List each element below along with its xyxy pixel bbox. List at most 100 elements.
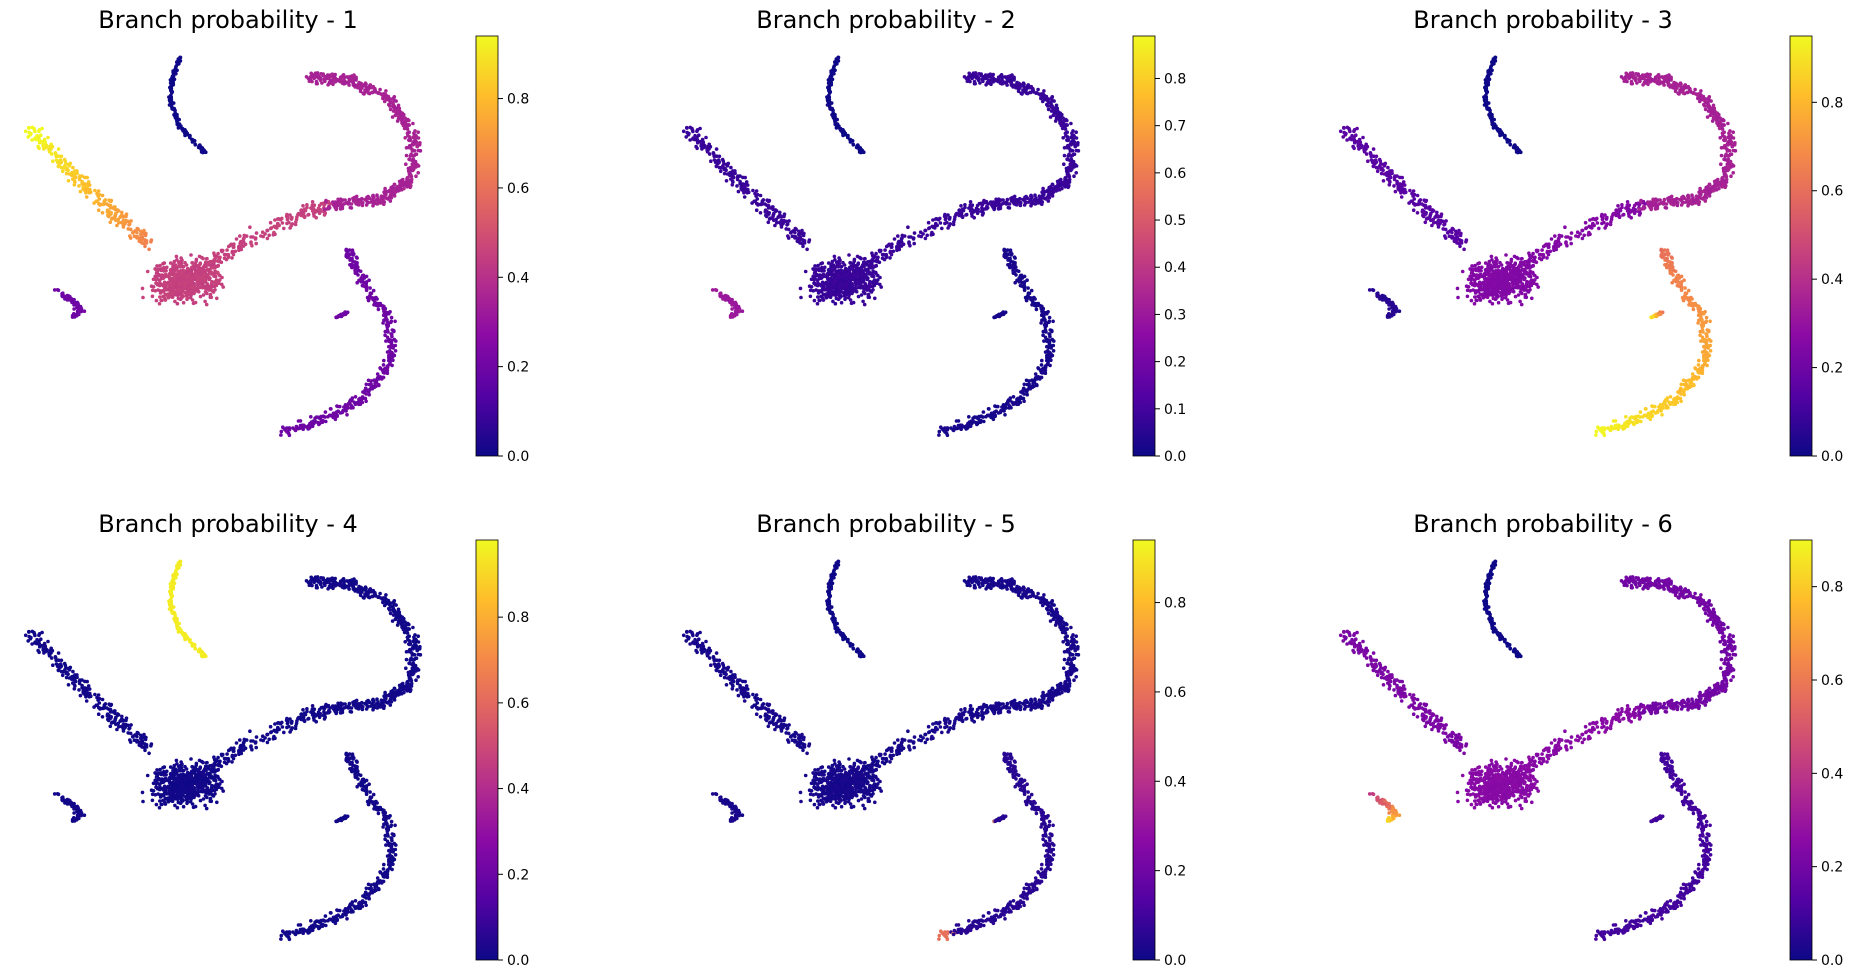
scatter-point (989, 82, 993, 87)
scatter-point (1010, 252, 1014, 256)
scatter-point (180, 258, 184, 263)
scatter-point (807, 240, 811, 244)
scatter-point (389, 338, 394, 343)
scatter-point (403, 136, 408, 140)
scatter-point (389, 320, 393, 325)
scatter-point (853, 287, 858, 292)
scatter-point (409, 183, 413, 188)
scatter-point (73, 180, 77, 184)
scatter-point (78, 189, 83, 194)
scatter-point (321, 202, 326, 206)
scatter-point (860, 273, 865, 277)
scatter-point (831, 115, 836, 120)
scatter-point (863, 256, 867, 261)
scatter-point (138, 232, 143, 237)
scatter-point (846, 290, 850, 295)
scatter-point (259, 234, 263, 238)
scatter-point (387, 353, 391, 358)
scatter-point (54, 152, 58, 157)
scatter-point (384, 316, 388, 320)
colorbar-tick-label: 0.7 (1164, 119, 1186, 135)
scatter-point (1071, 161, 1076, 166)
scatter-point (360, 395, 365, 399)
scatter-point (172, 259, 177, 264)
scatter-point (851, 266, 855, 270)
scatter-point (912, 241, 916, 246)
scatter-point (384, 89, 388, 93)
scatter-point (1031, 201, 1035, 206)
scatter-point (334, 202, 338, 207)
scatter-point (807, 284, 812, 289)
scatter-point (1021, 388, 1025, 393)
scatter-point (1374, 154, 1379, 159)
scatter-point (342, 405, 346, 409)
scatter-point (193, 289, 197, 294)
scatter-point (1400, 175, 1404, 180)
scatter-point (812, 298, 817, 303)
scatter-point (170, 89, 174, 94)
scatter-point (972, 215, 976, 220)
scatter-point (1064, 175, 1068, 180)
scatter-point (310, 79, 314, 84)
scatter-point (1464, 240, 1468, 244)
scatter-point (26, 135, 31, 139)
scatter-point (147, 247, 151, 252)
scatter-point (1036, 366, 1040, 370)
scatter-point (990, 78, 995, 83)
panel-title: Branch probability - 2 (756, 6, 1016, 34)
scatter-point (717, 154, 722, 159)
scatter-point (143, 244, 147, 249)
scatter-point (1050, 182, 1055, 187)
scatter-point (969, 212, 974, 216)
scatter-point (817, 275, 822, 280)
scatter-point (123, 219, 127, 223)
scatter-point (326, 414, 330, 419)
scatter-point (108, 220, 113, 225)
scatter-point (731, 180, 735, 184)
scatter-point (309, 415, 313, 419)
scatter-point (803, 269, 808, 274)
scatter-point (1008, 398, 1012, 403)
scatter-point (938, 221, 943, 225)
scatter-point (249, 241, 253, 245)
scatter-point (140, 286, 145, 291)
scatter-point (85, 184, 89, 189)
scatter-point (403, 180, 408, 185)
scatter-point (287, 220, 291, 225)
scatter-point (301, 204, 305, 208)
scatter-point (1348, 137, 1352, 141)
scatter-point (1378, 163, 1382, 168)
scatter-point (854, 145, 859, 150)
scatter-point (760, 200, 764, 205)
scatter-point (1049, 328, 1054, 333)
scatter-point (30, 138, 34, 142)
scatter-point (298, 419, 303, 423)
scatter-point (387, 344, 391, 349)
scatter-point (1354, 133, 1358, 137)
scatter-point (180, 270, 184, 274)
scatter-point (733, 301, 738, 305)
scatter-point (407, 130, 412, 134)
scatter-point (926, 220, 931, 225)
scatter-point (412, 148, 417, 153)
scatter-point (1062, 153, 1067, 158)
scatter-point (414, 152, 419, 156)
scatter-point (102, 200, 106, 205)
scatter-point (389, 350, 394, 355)
scatter-point (366, 91, 371, 95)
scatter-point (364, 281, 368, 286)
scatter-point (943, 212, 947, 217)
scatter-point (406, 184, 410, 189)
scatter-point (951, 428, 956, 433)
scatter-point (798, 286, 803, 291)
scatter-point (1458, 233, 1463, 238)
scatter-point (947, 224, 951, 228)
scatter-point (951, 222, 956, 227)
scatter-point (986, 407, 991, 411)
scatter-point (888, 250, 892, 255)
scatter-point (239, 239, 243, 244)
scatter-point (964, 213, 968, 217)
scatter-point (1428, 214, 1432, 218)
scatter-point (276, 217, 280, 221)
scatter-point (976, 207, 980, 212)
